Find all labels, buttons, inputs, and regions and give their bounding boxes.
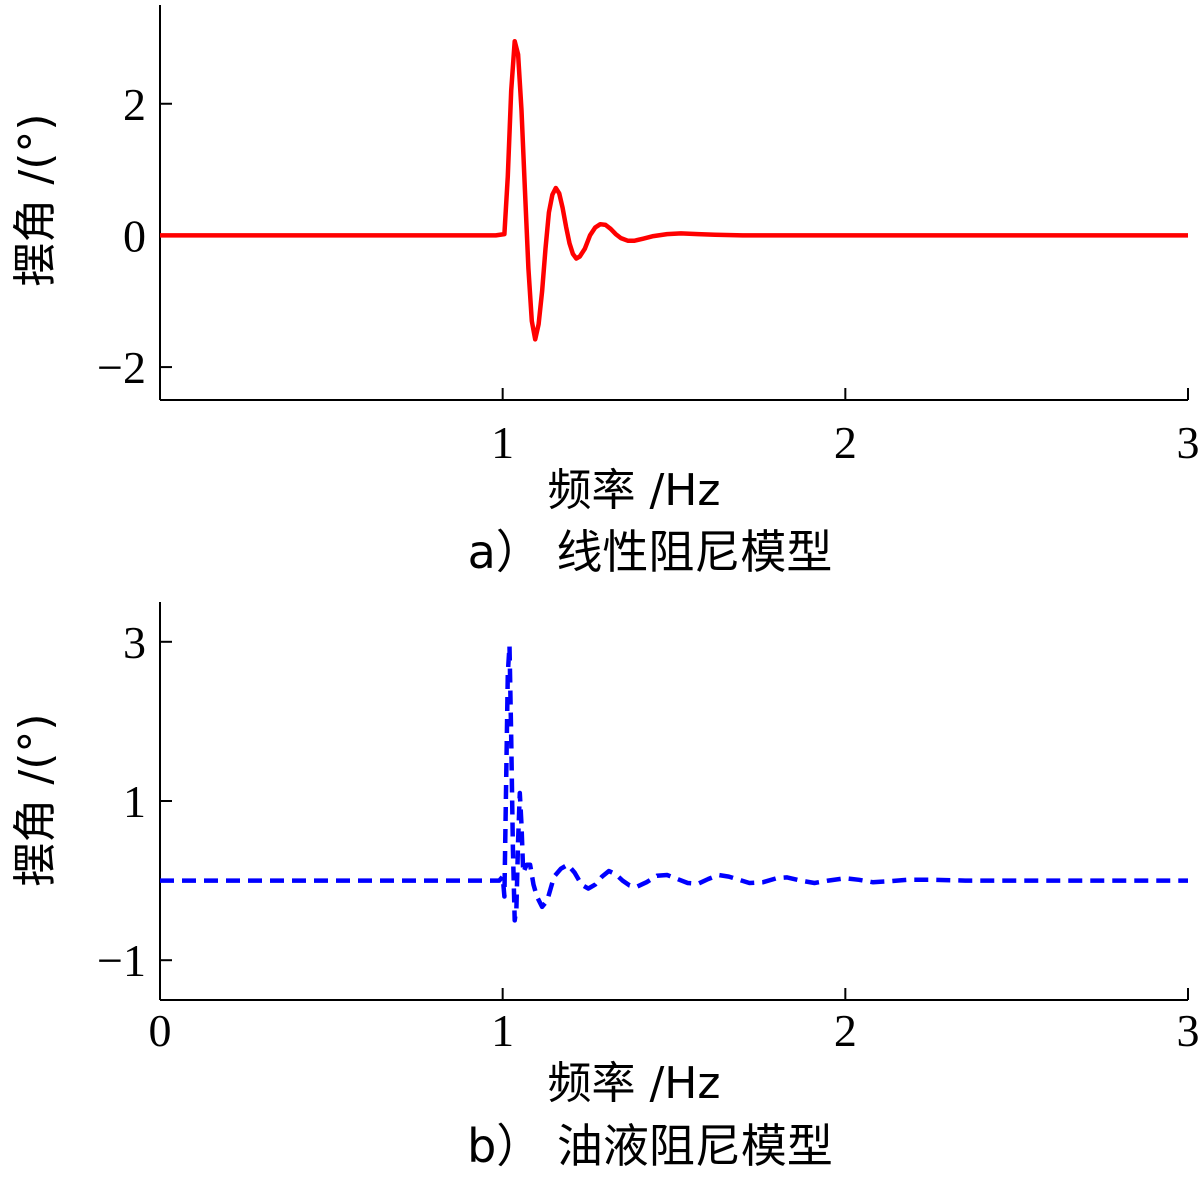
series-line <box>160 38 1188 342</box>
x-axis-label: 频率 /Hz <box>548 465 721 516</box>
chart-panel-b: 0 1 2 3 −1 1 3 频率 /Hz 摆角 /(°) b） 油液阻尼模型 <box>10 602 1200 1173</box>
x-tick-label: 3 <box>1177 1005 1200 1056</box>
y-tick-label: −2 <box>97 342 146 393</box>
chart-caption: a） 线性阻尼模型 <box>468 525 833 579</box>
y-tick-label: −1 <box>97 935 146 986</box>
y-tick-label: 3 <box>123 617 146 668</box>
x-tick-label: 1 <box>491 417 514 468</box>
y-tick-label: 0 <box>123 210 146 261</box>
y-tick-label: 2 <box>123 79 146 130</box>
x-tick-label: 3 <box>1177 417 1200 468</box>
chart-caption: b） 油液阻尼模型 <box>467 1119 833 1173</box>
series-line <box>160 643 1188 923</box>
x-tick-label: 1 <box>491 1005 514 1056</box>
x-tick-label: 2 <box>834 1005 857 1056</box>
y-axis-label: 摆角 /(°) <box>10 713 61 886</box>
x-axis-label: 频率 /Hz <box>548 1058 721 1109</box>
y-axis-label: 摆角 /(°) <box>10 113 61 286</box>
chart-panel-a: 1 2 3 −2 0 2 频率 /Hz 摆角 /(°) a） 线性阻尼模型 <box>10 5 1200 579</box>
x-tick-label: 2 <box>834 417 857 468</box>
y-tick-label: 1 <box>123 776 146 827</box>
x-tick-label: 0 <box>149 1005 172 1056</box>
